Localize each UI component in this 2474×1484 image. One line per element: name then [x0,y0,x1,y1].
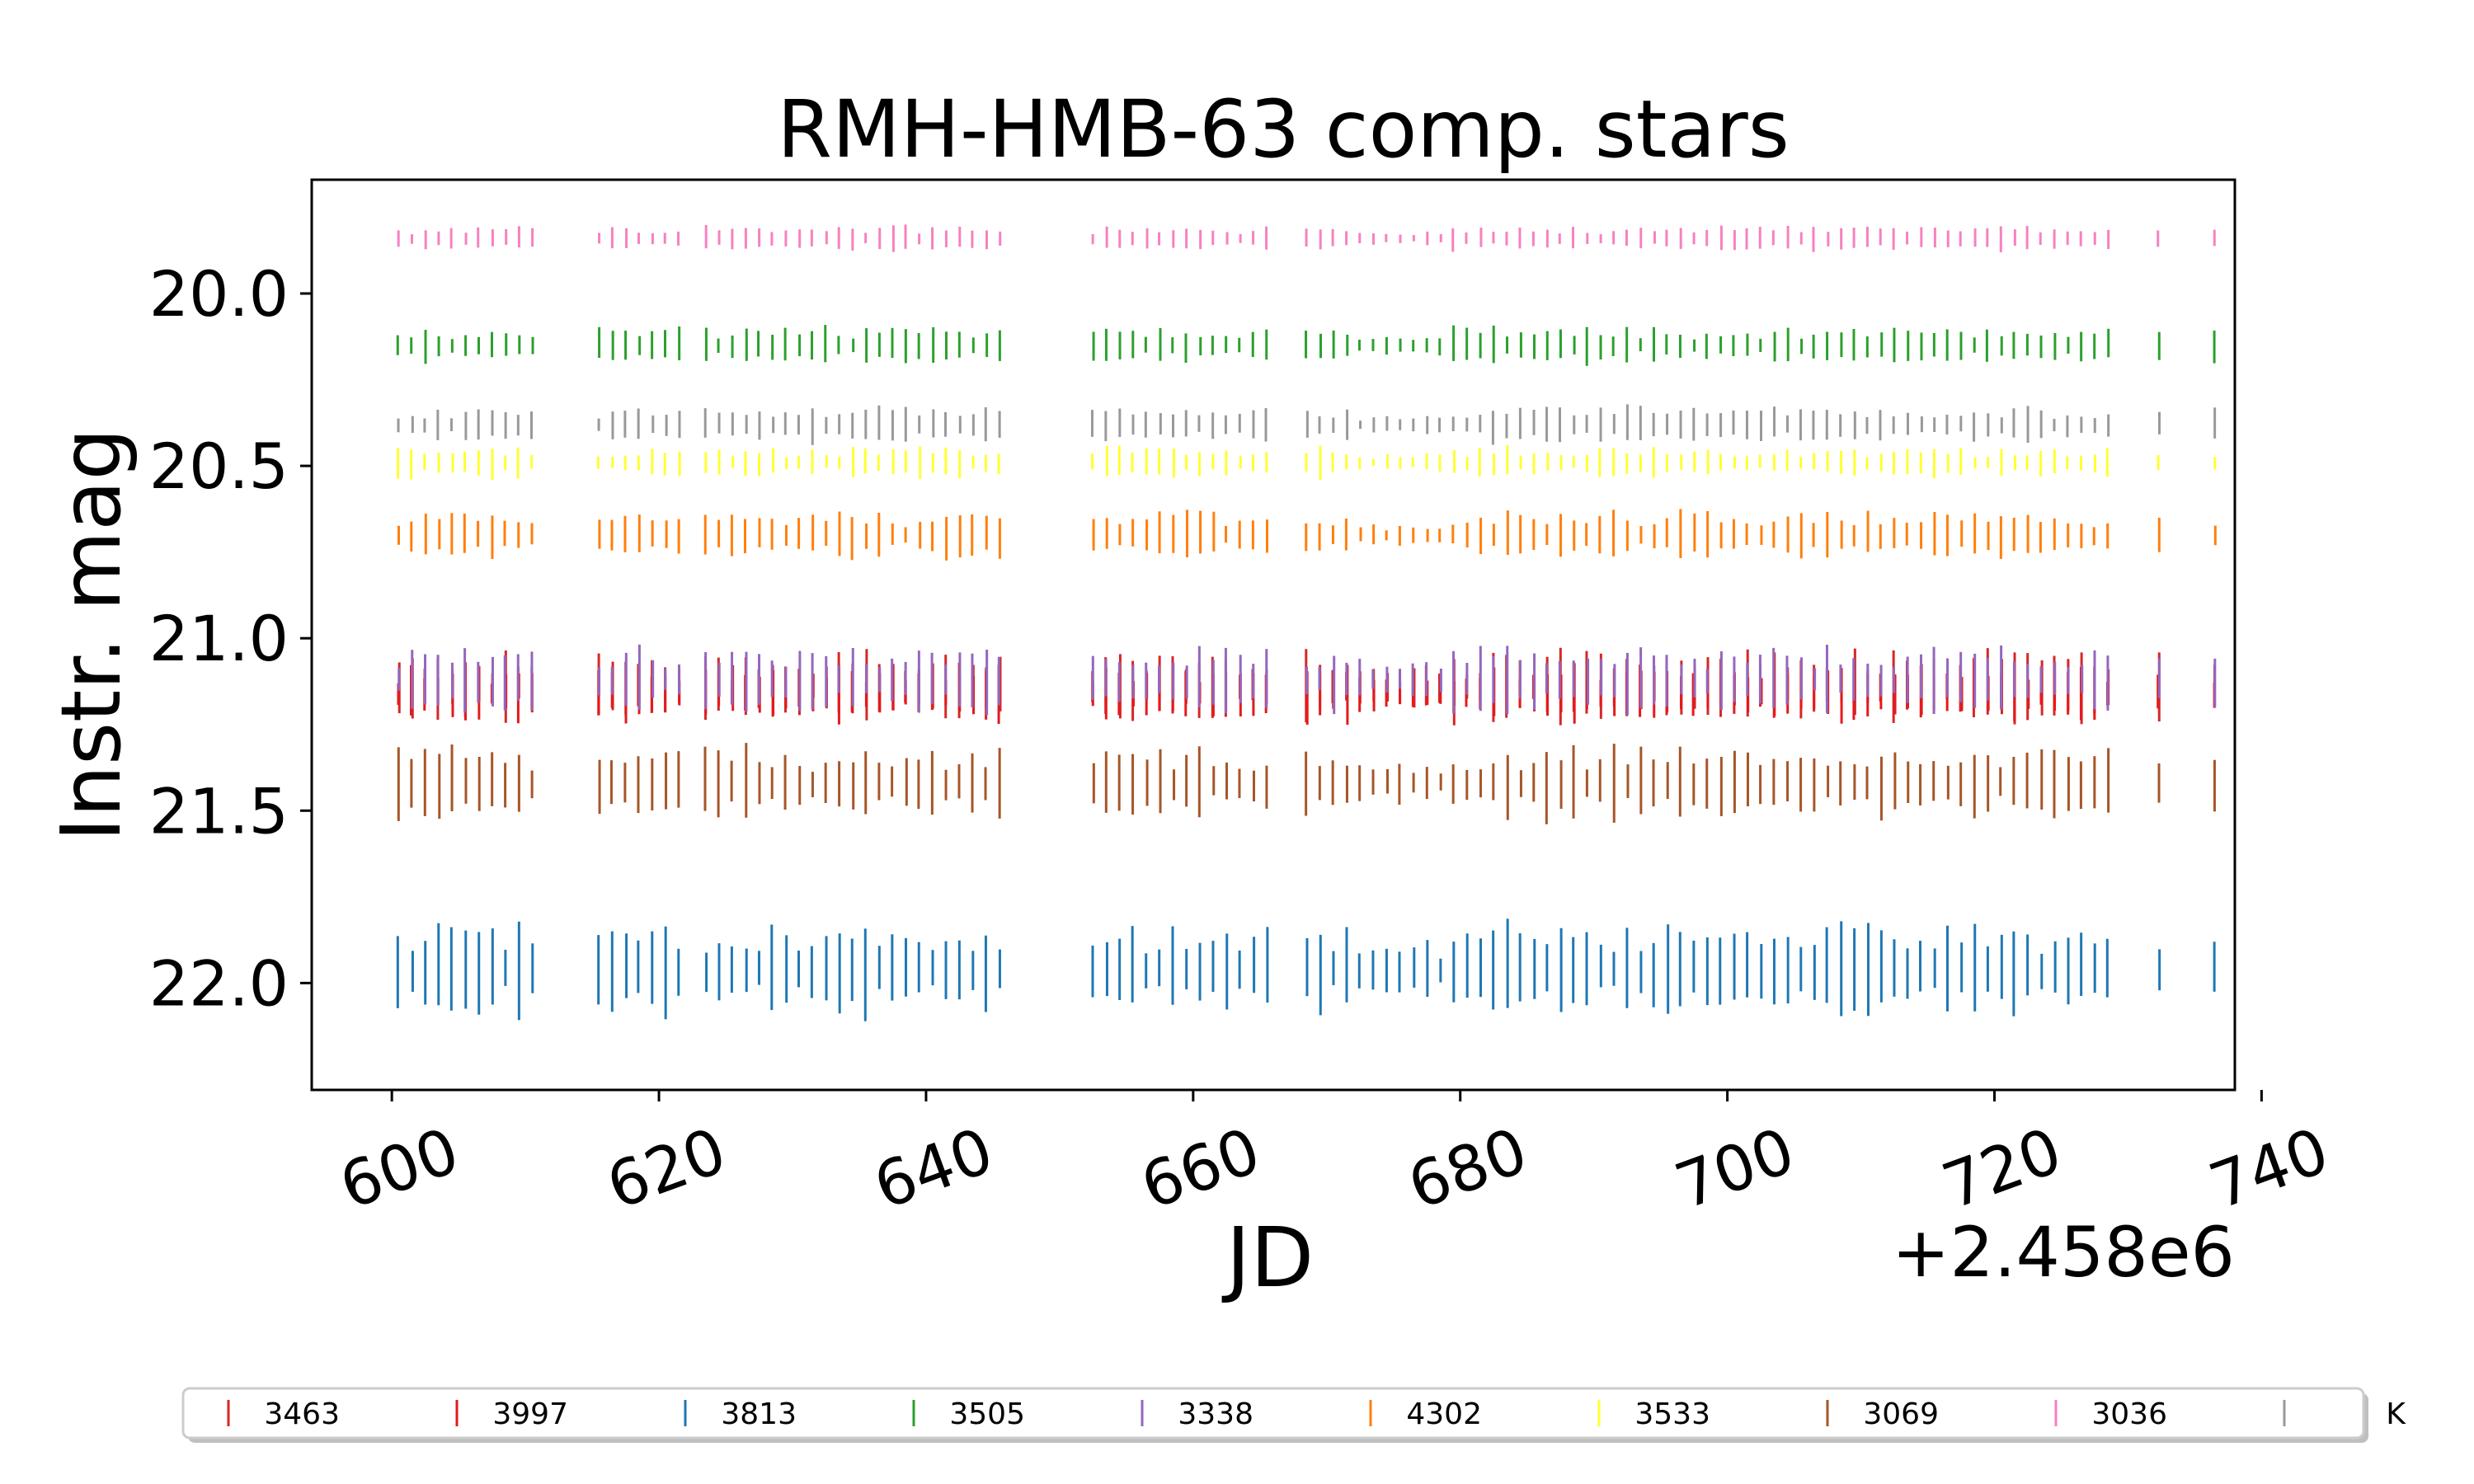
legend-label: 3533 [1634,1397,1710,1431]
series-3533 [397,444,2217,481]
series-4302 [397,509,2217,561]
legend-label: 3338 [1178,1397,1253,1431]
legend: 3463 3997 3813 3505 3338 4302 3533 3069 3036 K [181,1387,2406,1443]
legend-label: 3069 [1863,1397,1939,1431]
chart-title: RMH-HMB-63 comp. stars [777,83,1790,176]
y-tick-label: 21.0 [149,602,289,675]
y-tick-label: 21.5 [149,774,289,848]
y-tick-label: 20.0 [149,257,289,331]
series-3069 [397,743,2216,824]
y-axis-label: Instr. mag [43,428,139,842]
plot-frame [310,178,2236,1092]
y-tick-label: 22.0 [149,946,289,1020]
legend-label: 3997 [492,1397,568,1431]
x-tick-label: 680 [1399,1113,1536,1223]
series-3338 [397,644,2217,716]
x-axis-offset: +2.458e6 [1892,1212,2235,1293]
x-tick-label: 700 [1666,1113,1804,1223]
data-layer [396,224,2217,1021]
x-axis-ticks: 600 620 640 660 680 700 720 740 [331,1090,2338,1223]
series-3036 [397,224,2216,253]
legend-label: 3463 [264,1397,340,1431]
legend-label: 4302 [1406,1397,1482,1431]
x-tick-label: 660 [1131,1113,1269,1223]
series-3505 [396,325,2216,366]
legend-label: 3505 [949,1397,1025,1431]
y-axis-ticks: 20.0 20.5 21.0 21.5 22.0 [149,257,312,1020]
x-tick-label: 600 [331,1113,468,1223]
legend-label: 3036 [2091,1397,2167,1431]
legend-label: K [2386,1397,2406,1431]
legend-label: 3813 [721,1397,797,1431]
x-tick-label: 620 [598,1113,736,1223]
legend-entries: 3463 3997 3813 3505 3338 4302 3533 3069 3036 K [227,1397,2406,1431]
y-tick-label: 20.5 [149,430,289,503]
x-axis-label: JD [1221,1209,1315,1306]
x-tick-label: 640 [865,1113,1003,1223]
series-3813 [396,918,2216,1021]
x-tick-label: 740 [2200,1113,2338,1223]
x-tick-label: 720 [1933,1113,2071,1223]
legend-box [181,1387,2365,1439]
series-K [397,404,2217,445]
